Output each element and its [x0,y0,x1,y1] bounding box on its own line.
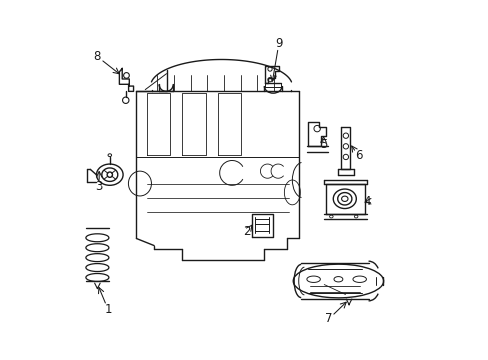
Text: 9: 9 [275,37,282,50]
Text: 4: 4 [362,195,370,208]
Text: 1: 1 [104,303,112,316]
Text: 6: 6 [354,149,362,162]
Text: 3: 3 [95,180,102,193]
Text: 2: 2 [243,225,250,238]
Text: 7: 7 [325,312,332,325]
Text: 8: 8 [94,50,101,63]
Text: 5: 5 [319,138,326,151]
